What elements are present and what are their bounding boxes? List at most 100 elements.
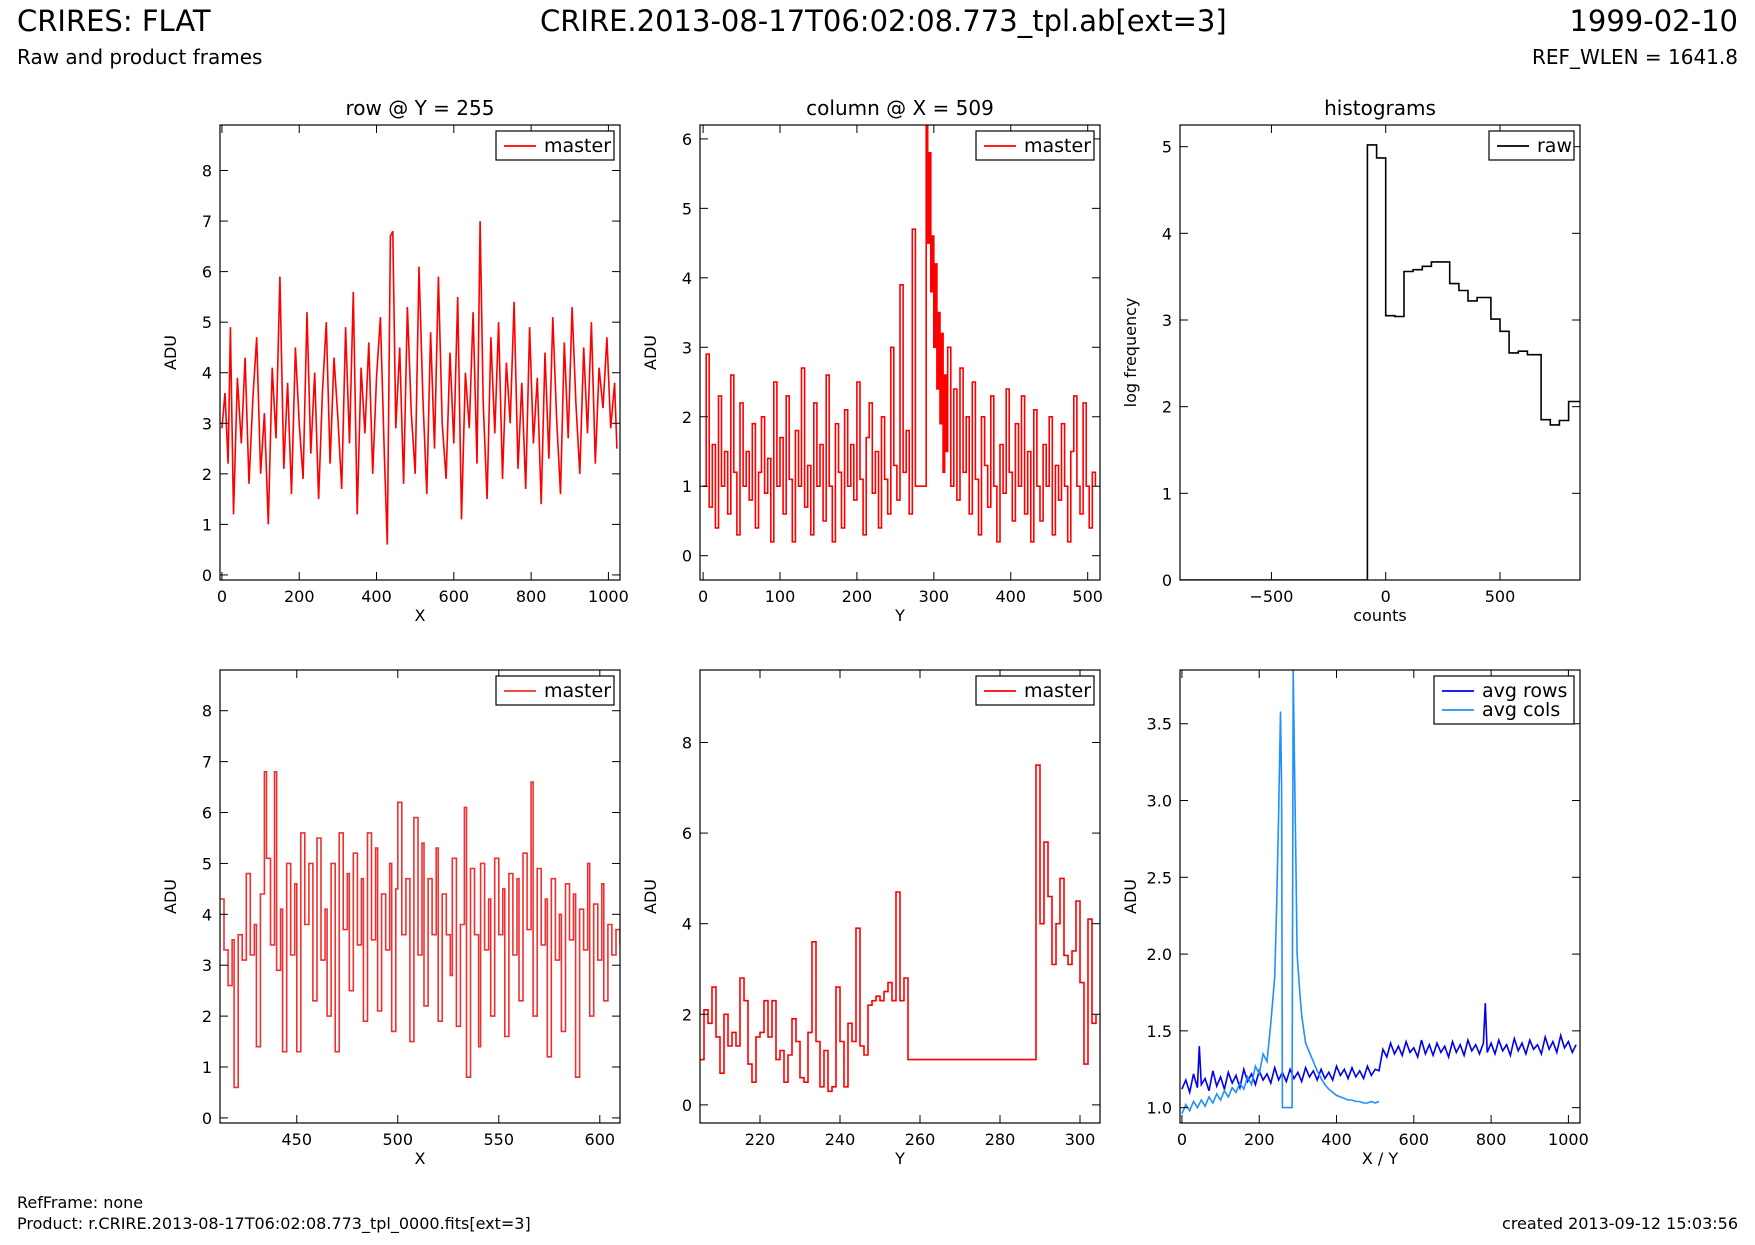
axes-frame xyxy=(219,669,621,1124)
y-tick-label: 7 xyxy=(202,753,212,772)
x-tick-label: 550 xyxy=(484,1130,515,1149)
y-tick-label: 1.5 xyxy=(1147,1022,1172,1041)
plot-panel-5: 220 240 260 280 300 0 2 4 6 8 Y ADU master xyxy=(641,669,1101,1168)
y-axis-label: ADU xyxy=(641,879,660,914)
x-tick-label: 800 xyxy=(516,587,547,606)
y-tick-label: 1 xyxy=(202,515,212,534)
series-line-1 xyxy=(703,125,1097,543)
x-tick-label: 0 xyxy=(698,587,708,606)
y-tick-label: 2 xyxy=(202,1007,212,1026)
x-tick-label: 200 xyxy=(842,587,873,606)
y-axis-label: ADU xyxy=(641,335,660,370)
y-tick-label: 2 xyxy=(682,1005,692,1024)
plot-panel-1: 0 200 400 600 800 1000 0 1 2 3 4 5 6 7 8 row @ Y = 255 X… xyxy=(161,96,629,625)
y-tick-label: 3 xyxy=(202,956,212,975)
plot-title: row @ Y = 255 xyxy=(346,96,495,120)
y-axis-label: ADU xyxy=(161,879,180,914)
x-tick-label: 280 xyxy=(985,1130,1016,1149)
page-title: CRIRES: FLAT xyxy=(17,4,211,38)
plot-panel-6: 0 200 400 600 800 1000 1.0 1.5 2.0 2.5 3.0 3.5 X / Y… xyxy=(1121,669,1589,1168)
y-tick-label: 8 xyxy=(202,162,212,181)
x-tick-label: 600 xyxy=(1399,1130,1430,1149)
y-tick-label: 0 xyxy=(202,1109,212,1128)
y-tick-label: 2 xyxy=(1162,398,1172,417)
legend-label: avg rows xyxy=(1482,680,1567,702)
y-tick-label: 1 xyxy=(1162,484,1172,503)
y-tick-label: 7 xyxy=(202,212,212,231)
y-tick-label: 0 xyxy=(682,547,692,566)
y-tick-label: 6 xyxy=(202,263,212,282)
y-tick-label: 5 xyxy=(682,199,692,218)
x-tick-label: 400 xyxy=(1321,1130,1352,1149)
y-tick-label: 0 xyxy=(682,1096,692,1115)
x-tick-label: 1000 xyxy=(1548,1130,1589,1149)
plot-title: column @ X = 509 xyxy=(806,96,994,120)
series-line-1 xyxy=(220,771,620,1089)
page-subtitle: Raw and product frames xyxy=(17,45,263,69)
footer-info: RefFrame: none Product: r.CRIRE.2013-08-… xyxy=(17,1192,531,1234)
axes-frame xyxy=(1179,124,1581,581)
x-tick-label: 0 xyxy=(1381,587,1391,606)
x-tick-label: 200 xyxy=(1244,1130,1275,1149)
y-tick-label: 2 xyxy=(682,408,692,427)
series-line-1 xyxy=(1180,144,1580,580)
x-tick-label: 240 xyxy=(825,1130,856,1149)
y-tick-label: 0 xyxy=(202,566,212,585)
y-tick-label: 3 xyxy=(1162,311,1172,330)
plot-panel-2: 0 100 200 300 400 500 0 1 2 3 4 5 6 column @ X = 509 Y… xyxy=(641,96,1103,625)
x-tick-label: 500 xyxy=(383,1130,414,1149)
legend: master xyxy=(495,130,615,161)
plot-title: histograms xyxy=(1324,96,1436,120)
y-tick-label: 5 xyxy=(202,313,212,332)
y-tick-label: 4 xyxy=(682,269,692,288)
x-tick-label: 400 xyxy=(995,587,1026,606)
y-tick-label: 3.5 xyxy=(1147,715,1172,734)
legend-label: master xyxy=(1024,680,1091,702)
file-title: CRIRE.2013-08-17T06:02:08.773_tpl.ab[ext… xyxy=(540,4,1227,38)
x-axis-label: X / Y xyxy=(1362,1149,1399,1168)
y-tick-label: 3 xyxy=(202,414,212,433)
y-tick-label: 4 xyxy=(202,905,212,924)
legend: raw xyxy=(1488,130,1575,161)
y-tick-label: 3.0 xyxy=(1147,792,1172,811)
x-tick-label: 600 xyxy=(585,1130,616,1149)
legend: master xyxy=(495,675,615,706)
x-tick-label: 400 xyxy=(361,587,392,606)
series-line-1 xyxy=(1181,1003,1577,1096)
y-tick-label: 1 xyxy=(202,1058,212,1077)
ref-wlen-label: REF_WLEN = 1641.8 xyxy=(1531,45,1738,69)
x-tick-label: 220 xyxy=(745,1130,776,1149)
y-tick-label: 4 xyxy=(682,915,692,934)
y-tick-label: 1 xyxy=(682,477,692,496)
series-line-1 xyxy=(221,221,618,545)
plot-panel-3: −500 0 500 0 1 2 3 4 5 histograms counts log freque… xyxy=(1121,96,1581,625)
legend-box xyxy=(1433,675,1575,725)
axes-frame xyxy=(219,124,621,581)
legend-label: master xyxy=(544,135,611,157)
y-tick-label: 4 xyxy=(202,364,212,383)
legend: master xyxy=(975,130,1095,161)
x-tick-label: 500 xyxy=(1485,587,1516,606)
x-tick-label: 1000 xyxy=(588,587,629,606)
date-title: 1999-02-10 xyxy=(1569,4,1738,38)
y-axis-label: ADU xyxy=(161,335,180,370)
y-tick-label: 6 xyxy=(202,804,212,823)
x-tick-label: 0 xyxy=(217,587,227,606)
plot-panel-4: 450 500 550 600 0 1 2 3 4 5 6 7 8 X ADU master xyxy=(161,669,621,1168)
axes-frame xyxy=(699,124,1101,581)
y-tick-label: 2 xyxy=(202,465,212,484)
y-tick-label: 0 xyxy=(1162,571,1172,590)
x-tick-label: 100 xyxy=(765,587,796,606)
axes-frame xyxy=(699,669,1101,1124)
legend-label: raw xyxy=(1537,135,1572,157)
y-axis-label: log frequency xyxy=(1121,298,1140,408)
x-tick-label: 0 xyxy=(1177,1130,1187,1149)
x-tick-label: 450 xyxy=(281,1130,312,1149)
x-tick-label: −500 xyxy=(1249,587,1293,606)
y-tick-label: 8 xyxy=(682,733,692,752)
axes-frame xyxy=(1179,669,1581,1124)
y-tick-label: 5 xyxy=(1162,138,1172,157)
x-axis-label: Y xyxy=(894,1149,905,1168)
